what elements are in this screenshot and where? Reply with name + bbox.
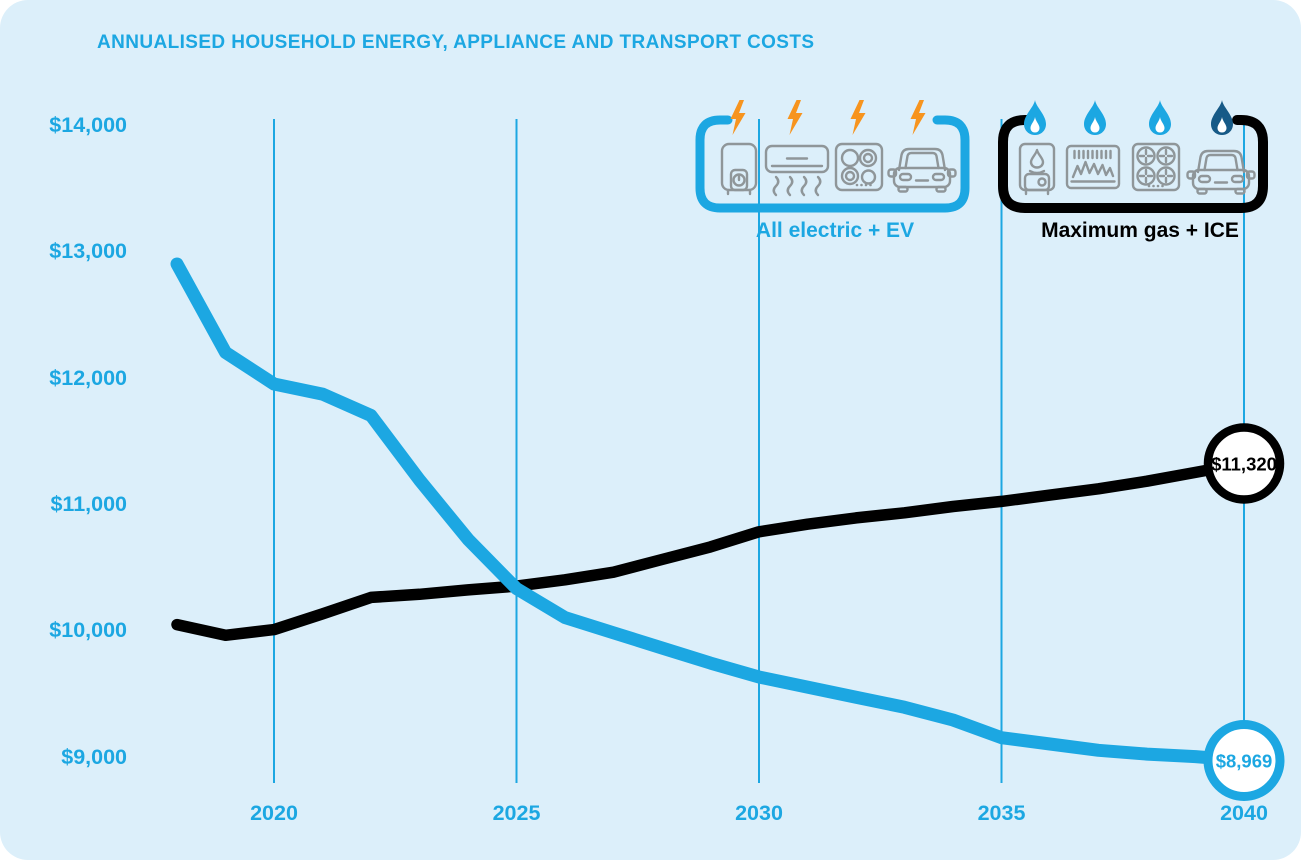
gas-cooktop-icon [1131,142,1181,192]
gas-bracket [998,115,1268,213]
gas-endpoint-badge: $11,320 [1203,423,1285,504]
gas-water-heater-icon [1018,142,1056,196]
legend-label-electric: All electric + EV [755,219,915,242]
x-tick-2040: 2040 [1220,801,1268,825]
electric-vehicle-icon [887,147,957,193]
y-tick-12000: $12,000 [49,366,127,390]
y-tick-11000: $11,000 [50,492,127,516]
y-tick-10000: $10,000 [49,618,127,642]
legend-gas-graphic [998,100,1268,213]
x-tick-2030: 2030 [735,801,783,825]
electric-bracket [695,115,970,213]
x-tick-2025: 2025 [493,801,541,825]
chart-title: ANNUALISED HOUSEHOLD ENERGY, APPLIANCE A… [97,32,815,53]
ice-vehicle-icon [1186,149,1256,195]
legend-electric-graphic [695,100,970,213]
gas-endpoint-value: $11,320 [1211,454,1277,475]
legend-all-electric: All electric + EV [690,98,980,243]
gas-endpoint-circle [1203,423,1285,504]
y-tick-13000: $13,000 [49,239,127,263]
lightning-bolt-icon [730,100,926,135]
air-conditioner-icon [764,144,830,197]
x-axis-labels: 2020 2025 2030 2035 2040 [250,801,1268,825]
series-line-gas [171,457,1250,642]
electric-endpoint-badge: $8,969 [1203,720,1285,801]
y-tick-14000: $14,000 [49,113,127,137]
gas-flame-icon [1024,100,1233,135]
y-axis-labels: $14,000 $13,000 $12,000 $11,000 $10,000 … [49,113,127,769]
electric-endpoint-circle [1203,720,1285,801]
x-tick-2020: 2020 [250,801,298,825]
induction-cooktop-icon [834,142,884,192]
series-line-electric [170,257,1251,767]
legend-maximum-gas: Maximum gas + ICE [995,98,1285,243]
gas-heater-icon [1065,144,1121,190]
electric-endpoint-value: $8,969 [1216,751,1273,772]
x-tick-2035: 2035 [978,801,1026,825]
y-tick-9000: $9,000 [61,745,127,769]
electric-water-heater-icon [720,142,758,196]
series-lines [170,257,1251,767]
legend-label-gas: Maximum gas + ICE [1041,219,1239,242]
